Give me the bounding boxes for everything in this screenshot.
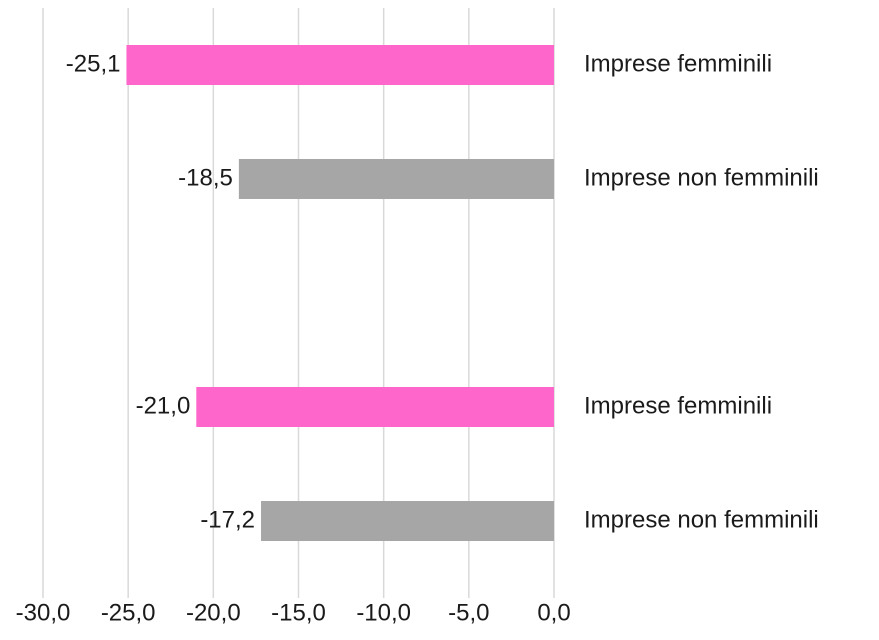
bar <box>196 387 555 427</box>
x-tick-label: -25,0 <box>101 599 156 626</box>
bar <box>126 45 555 85</box>
category-labels: Imprese femminili Imprese non femminili Im… <box>584 50 819 533</box>
x-tick-label: 0,0 <box>537 599 570 626</box>
bars <box>126 45 555 541</box>
bar <box>238 159 554 199</box>
x-tick-label: -15,0 <box>271 599 326 626</box>
x-axis-tick-labels: -30,0 -25,0 -20,0 -15,0 -10,0 -5,0 0,0 <box>16 599 571 626</box>
category-label: Imprese non femminili <box>584 506 819 533</box>
grid-lines <box>42 8 555 598</box>
x-tick-label: -10,0 <box>356 599 411 626</box>
x-tick-label: -30,0 <box>16 599 71 626</box>
category-label: Imprese femminili <box>584 392 772 419</box>
x-tick-label: -20,0 <box>186 599 241 626</box>
bar <box>261 501 554 541</box>
category-label: Imprese non femminili <box>584 164 819 191</box>
bar-value-label: -18,5 <box>178 164 233 191</box>
x-tick-label: -5,0 <box>448 599 489 626</box>
bar-value-label: -17,2 <box>200 506 255 533</box>
bar-value-label: -21,0 <box>136 392 191 419</box>
category-label: Imprese femminili <box>584 50 772 77</box>
data-labels: -25,1 -18,5 -21,0 -17,2 <box>66 50 255 533</box>
bar-value-label: -25,1 <box>66 50 121 77</box>
